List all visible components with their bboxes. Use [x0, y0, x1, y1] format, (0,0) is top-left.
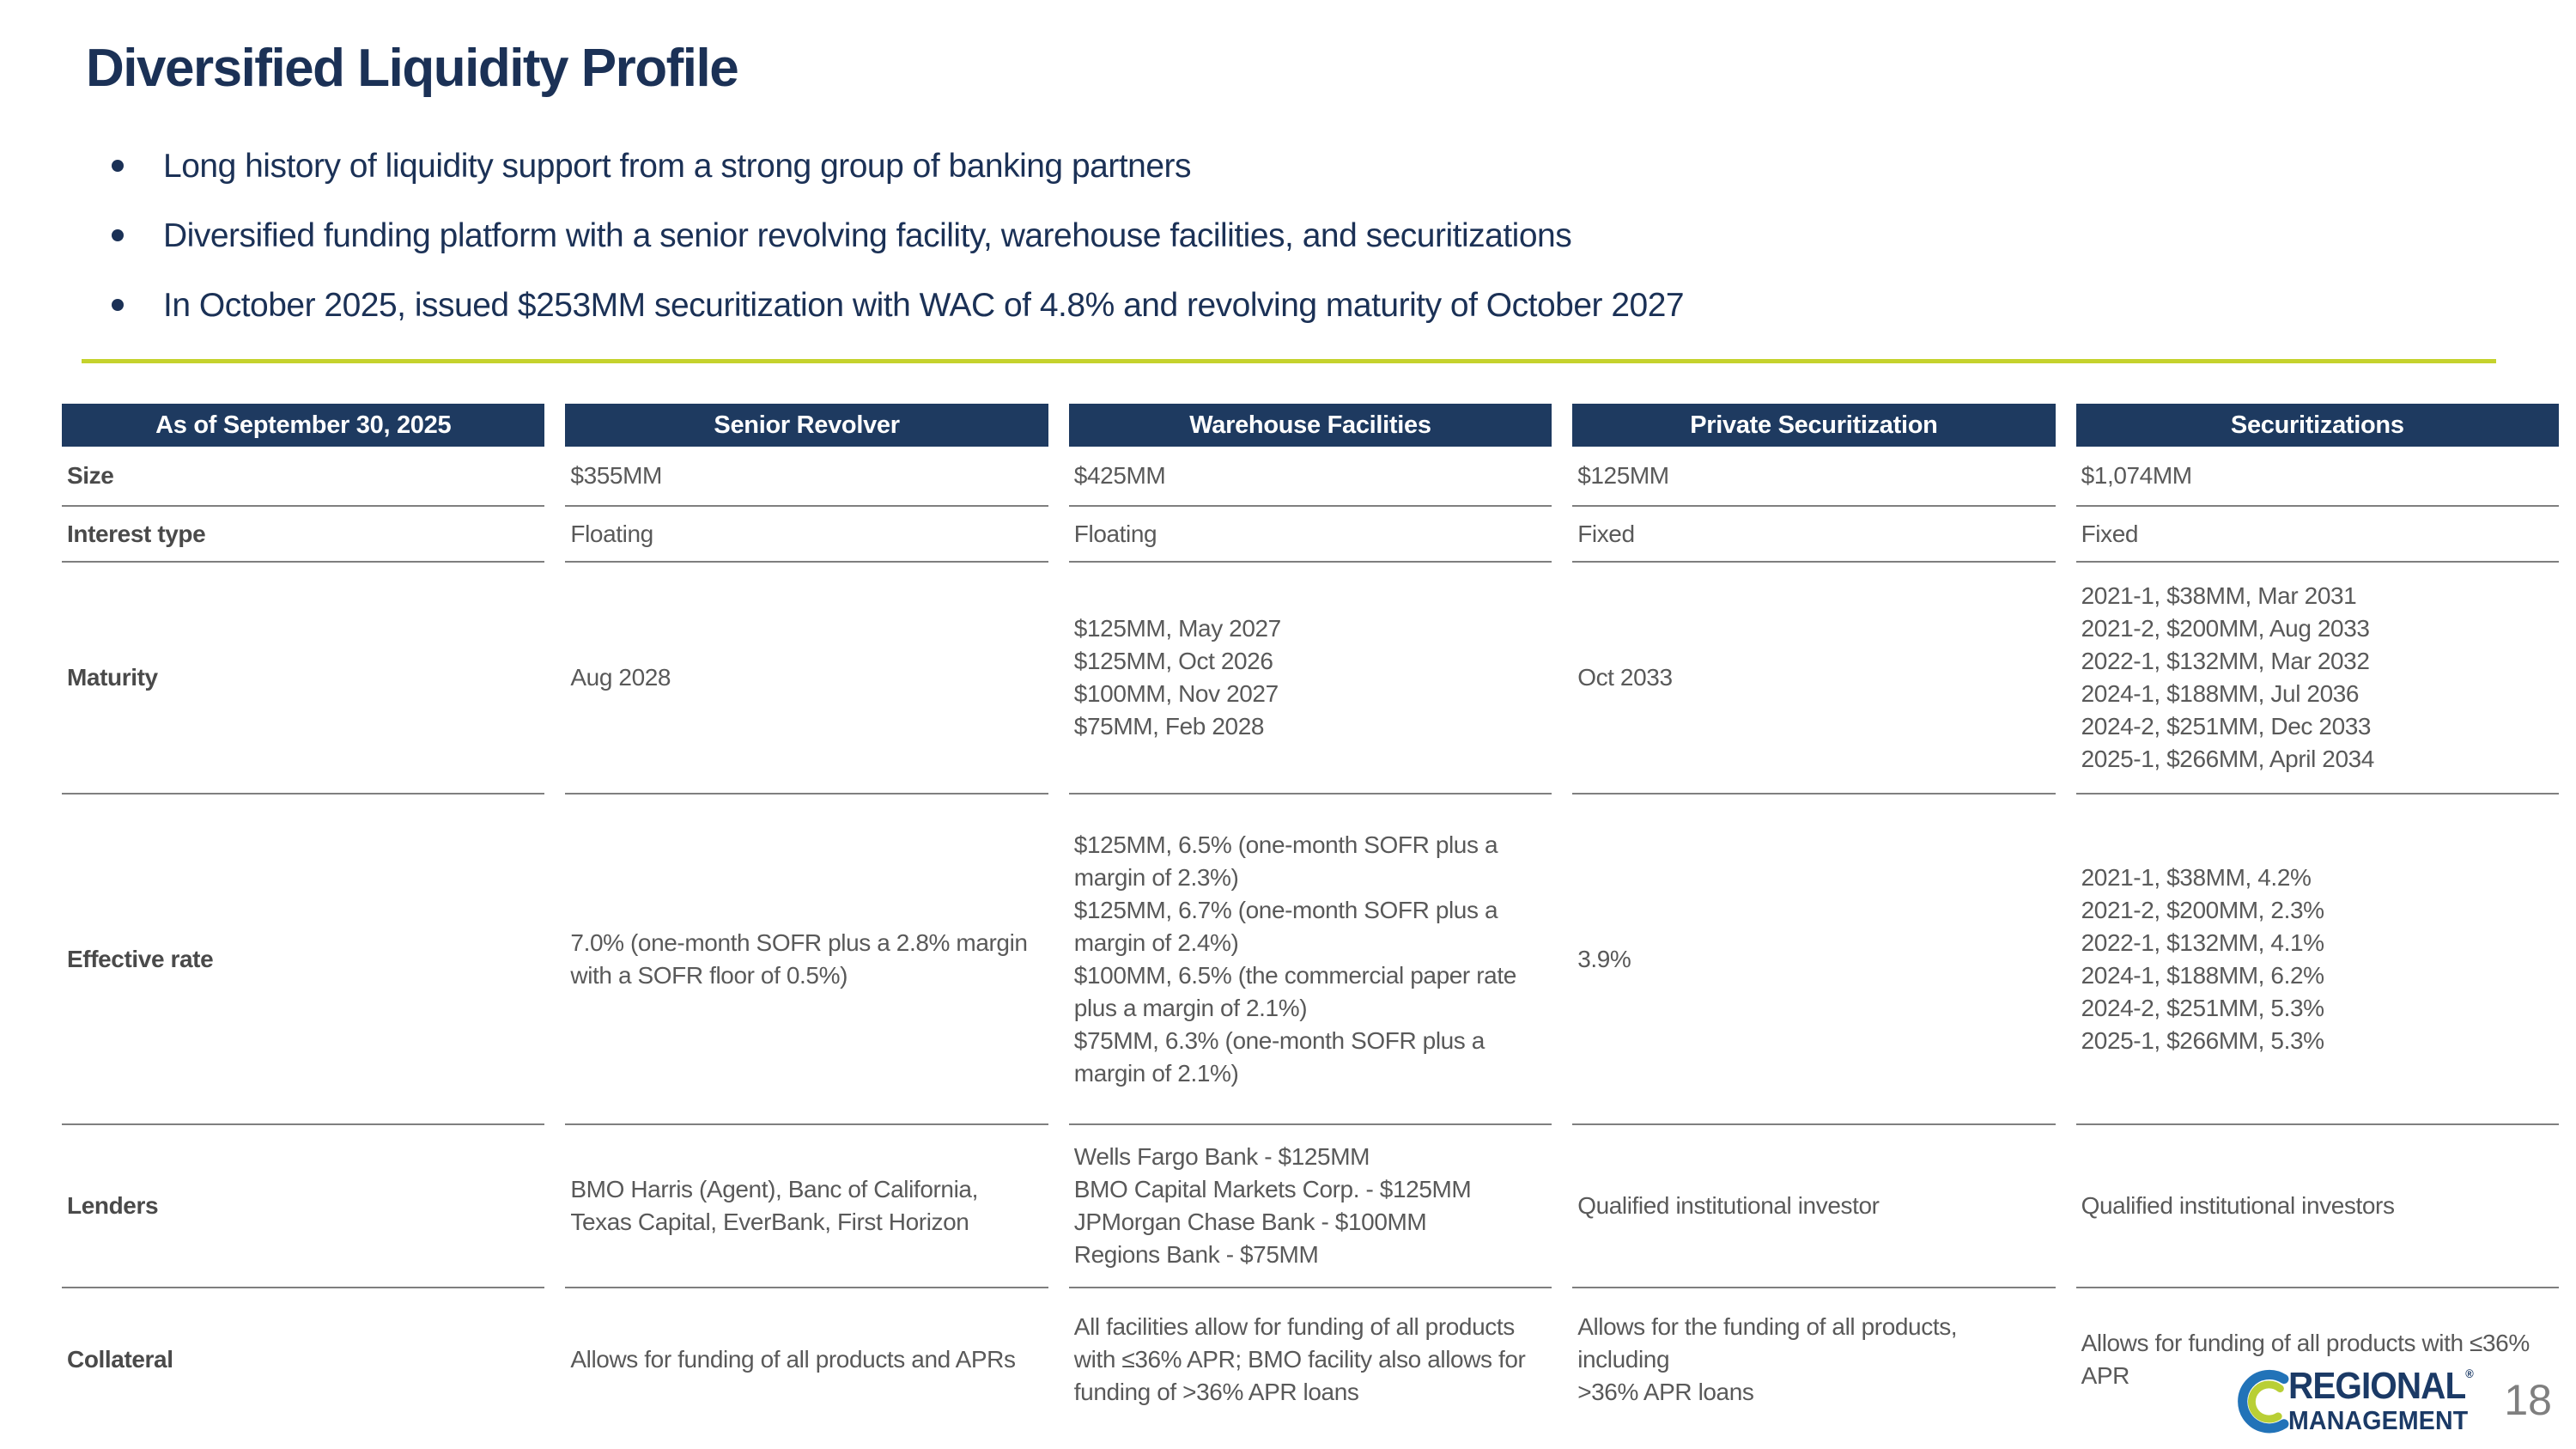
table-row: Effective rate 7.0% (one-month SOFR plus… [62, 795, 2559, 1125]
table-cell: Aug 2028 [565, 563, 1048, 795]
liquidity-table: As of September 30, 2025 Senior Revolver… [62, 404, 2559, 1430]
table-cell: Fixed [1572, 507, 2056, 563]
column-header: Senior Revolver [565, 404, 1048, 447]
table-cell: Qualified institutional investors [2075, 1125, 2559, 1288]
company-logo: REGIONAL® MANAGEMENT [2227, 1367, 2489, 1434]
table-cell: Wells Fargo Bank - $125MM BMO Capital Ma… [1068, 1125, 1552, 1288]
logo-line2: MANAGEMENT [2287, 1404, 2469, 1435]
table-row: Interest type Floating Floating Fixed Fi… [62, 507, 2559, 563]
table-cell: 2021-1, $38MM, Mar 2031 2021-2, $200MM, … [2075, 563, 2559, 795]
logo-swoosh-icon [2238, 1369, 2289, 1434]
table-cell: Allows for funding of all products and A… [570, 1345, 1016, 1373]
table-cell: Oct 2033 [1572, 563, 2056, 795]
column-header: Securitizations [2075, 404, 2559, 447]
bullet-text: Diversified funding platform with a seni… [163, 217, 1572, 254]
table-cell: Floating [565, 507, 1048, 563]
bullet-list: Long history of liquidity support from a… [105, 146, 1685, 355]
table-cell: Floating [1068, 507, 1552, 563]
table-cell: 7.0% (one-month SOFR plus a 2.8% margin … [565, 795, 1048, 1125]
bullet-item: In October 2025, issued $253MM securitiz… [105, 285, 1685, 326]
bullet-text: In October 2025, issued $253MM securitiz… [163, 287, 1685, 324]
column-header: As of September 30, 2025 [62, 404, 545, 447]
table-header-row: As of September 30, 2025 Senior Revolver… [62, 404, 2559, 447]
slide-footer: REGIONAL® MANAGEMENT 18 [2227, 1367, 2552, 1434]
table-cell: $125MM [1572, 447, 2056, 507]
table-cell: $125MM, 6.5% (one-month SOFR plus a marg… [1068, 795, 1552, 1125]
table-cell: $425MM [1068, 447, 1552, 507]
row-label: Effective rate [62, 795, 545, 1125]
table-cell: $355MM [565, 447, 1048, 507]
logo-line1: REGIONAL® [2287, 1364, 2474, 1407]
table-cell: Qualified institutional investor [1572, 1125, 2056, 1288]
table-cell: Fixed [2075, 507, 2559, 563]
table-cell: 3.9% [1572, 795, 2056, 1125]
table-cell: $125MM, May 2027 $125MM, Oct 2026 $100MM… [1068, 563, 1552, 795]
table-row: Maturity Aug 2028 $125MM, May 2027 $125M… [62, 563, 2559, 795]
accent-divider-line [82, 359, 2496, 363]
bullet-icon [112, 299, 124, 311]
row-label: Size [62, 447, 545, 507]
row-label: Collateral [67, 1345, 173, 1373]
trademark-symbol: ® [2465, 1366, 2474, 1380]
bullet-item: Diversified funding platform with a seni… [105, 216, 1684, 256]
table-row: Size $355MM $425MM $125MM $1,074MM [62, 447, 2559, 507]
page-title: Diversified Liquidity Profile [86, 39, 739, 98]
row-label: Lenders [62, 1125, 545, 1288]
row-label: Maturity [62, 563, 545, 795]
column-header: Private Securitization [1572, 404, 2056, 447]
table-cell: All facilities allow for funding of all … [1073, 1312, 1526, 1405]
table-cell: BMO Harris (Agent), Banc of California, … [565, 1125, 1048, 1288]
page-number: 18 [2504, 1376, 2552, 1424]
bullet-icon [112, 160, 124, 172]
bullet-text: Long history of liquidity support from a… [163, 148, 1192, 185]
logo-text: REGIONAL® MANAGEMENT [2287, 1364, 2474, 1435]
table-row: Collateral Allows for funding of all pro… [62, 1288, 2559, 1430]
table-row: Lenders BMO Harris (Agent), Banc of Cali… [62, 1125, 2559, 1288]
table-cell: Allows for the funding of all products, … [1577, 1312, 1958, 1405]
table-cell: 2021-1, $38MM, 4.2% 2021-2, $200MM, 2.3%… [2075, 795, 2559, 1125]
table-cell: $1,074MM [2075, 447, 2559, 507]
bullet-item: Long history of liquidity support from a… [105, 146, 1684, 186]
bullet-icon [112, 229, 124, 241]
row-label: Interest type [62, 507, 545, 563]
table-cell: Allows for funding of all products with … [2081, 1329, 2530, 1389]
column-header: Warehouse Facilities [1068, 404, 1552, 447]
